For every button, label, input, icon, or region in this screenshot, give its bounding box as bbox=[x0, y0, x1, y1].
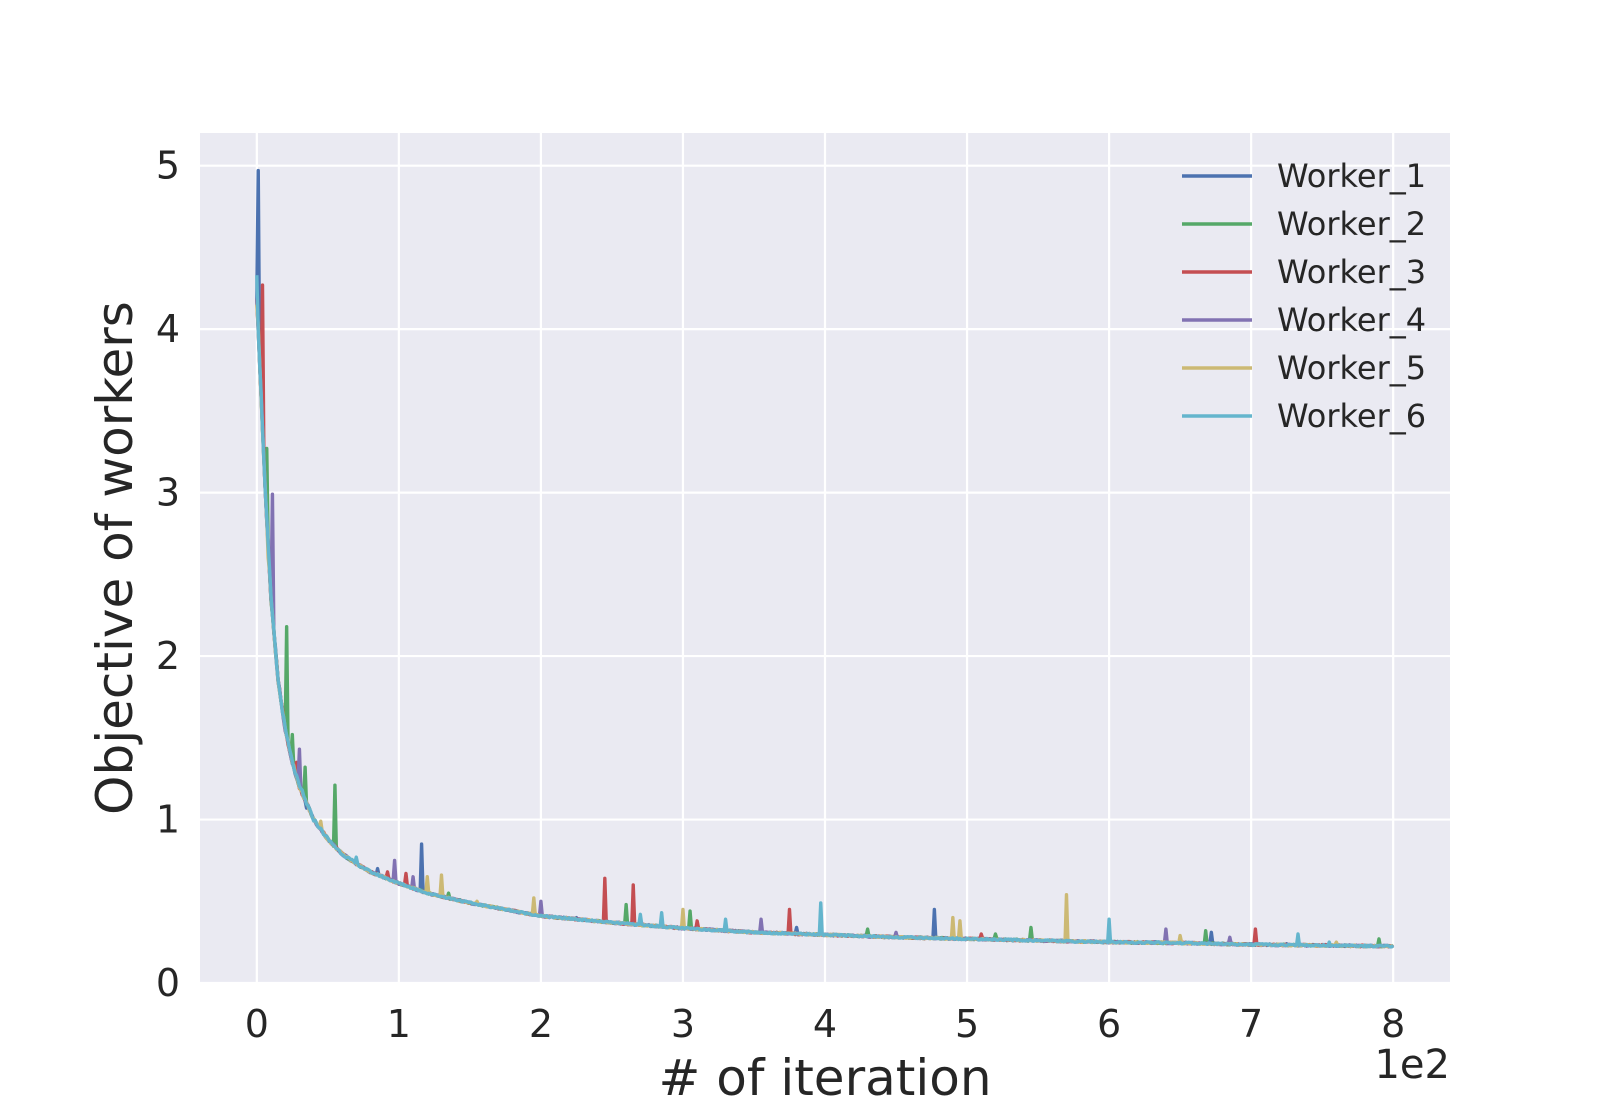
x-tick-label: 8 bbox=[1381, 1002, 1405, 1046]
legend-label: Worker_3 bbox=[1277, 253, 1426, 291]
y-tick-label: 3 bbox=[156, 471, 180, 515]
y-tick-label: 1 bbox=[156, 798, 180, 842]
y-axis-ticks: 0 1 2 3 4 5 bbox=[156, 144, 180, 1005]
legend-label: Worker_2 bbox=[1277, 205, 1426, 243]
x-axis-offset-label: 1e2 bbox=[1374, 1042, 1450, 1088]
x-tick-label: 3 bbox=[671, 1002, 695, 1046]
legend-label: Worker_1 bbox=[1277, 157, 1426, 195]
x-tick-label: 2 bbox=[529, 1002, 553, 1046]
legend-label: Worker_5 bbox=[1277, 349, 1426, 387]
x-axis-label: # of iteration bbox=[658, 1049, 991, 1100]
series-line-worker_6 bbox=[255, 275, 1395, 949]
x-tick-label: 0 bbox=[245, 1002, 269, 1046]
y-tick-label: 4 bbox=[156, 307, 180, 351]
x-tick-label: 1 bbox=[387, 1002, 411, 1046]
y-tick-label: 0 bbox=[156, 961, 180, 1005]
legend-label: Worker_6 bbox=[1277, 397, 1426, 435]
x-tick-label: 5 bbox=[955, 1002, 979, 1046]
series-lines bbox=[255, 168, 1395, 949]
y-axis-label: Objective of workers bbox=[86, 301, 144, 815]
x-tick-label: 6 bbox=[1097, 1002, 1121, 1046]
x-tick-label: 7 bbox=[1239, 1002, 1263, 1046]
y-tick-label: 2 bbox=[156, 634, 180, 678]
x-tick-label: 4 bbox=[813, 1002, 837, 1046]
gridlines bbox=[200, 133, 1450, 985]
legend: Worker_1 Worker_2 Worker_3 Worker_4 Worker_5… bbox=[1182, 157, 1426, 435]
legend-label: Worker_4 bbox=[1277, 301, 1426, 339]
x-axis-ticks: 0 1 2 3 4 5 6 7 8 bbox=[245, 1002, 1406, 1046]
y-tick-label: 5 bbox=[156, 144, 180, 188]
